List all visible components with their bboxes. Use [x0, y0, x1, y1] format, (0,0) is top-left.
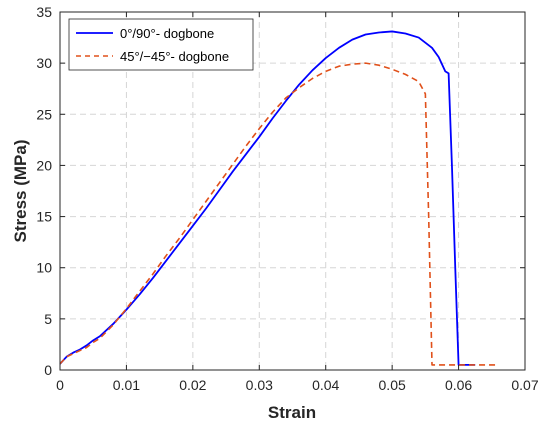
- y-tick-label: 20: [36, 157, 52, 173]
- x-tick-label: 0.06: [445, 377, 472, 393]
- x-tick-labels: 0 0.01 0.02 0.03 0.04 0.05 0.06 0.07: [56, 377, 539, 393]
- x-tick-label: 0.02: [179, 377, 206, 393]
- y-tick-label: 25: [36, 106, 52, 122]
- y-tick-label: 10: [36, 260, 52, 276]
- x-tick-label: 0.05: [379, 377, 406, 393]
- x-tick-label: 0.04: [312, 377, 339, 393]
- legend: 0°/90°- dogbone 45°/−45°- dogbone: [68, 18, 254, 71]
- x-axis-title: Strain: [268, 403, 316, 422]
- plot-frame: [59, 11, 526, 371]
- y-tick-labels: 0 5 10 15 20 25 30 35: [36, 4, 52, 378]
- ticks: [59, 11, 526, 371]
- y-tick-label: 30: [36, 55, 52, 71]
- legend-box: [68, 18, 254, 71]
- x-tick-label: 0.01: [113, 377, 140, 393]
- grid: [60, 12, 525, 370]
- x-tick-label: 0.03: [246, 377, 273, 393]
- y-tick-label: 0: [44, 362, 52, 378]
- y-tick-label: 15: [36, 209, 52, 225]
- legend-label-series-1: 0°/90°- dogbone: [120, 26, 214, 41]
- x-tick-label: 0.07: [511, 377, 538, 393]
- legend-label-series-2: 45°/−45°- dogbone: [120, 49, 229, 64]
- series-line-2: [59, 62, 499, 366]
- series-line-1: [59, 30, 476, 366]
- y-tick-label: 5: [44, 311, 52, 327]
- series-layer: [59, 30, 499, 366]
- y-axis-title: Stress (MPa): [11, 140, 30, 243]
- x-tick-label: 0: [56, 377, 64, 393]
- y-tick-label: 35: [36, 4, 52, 20]
